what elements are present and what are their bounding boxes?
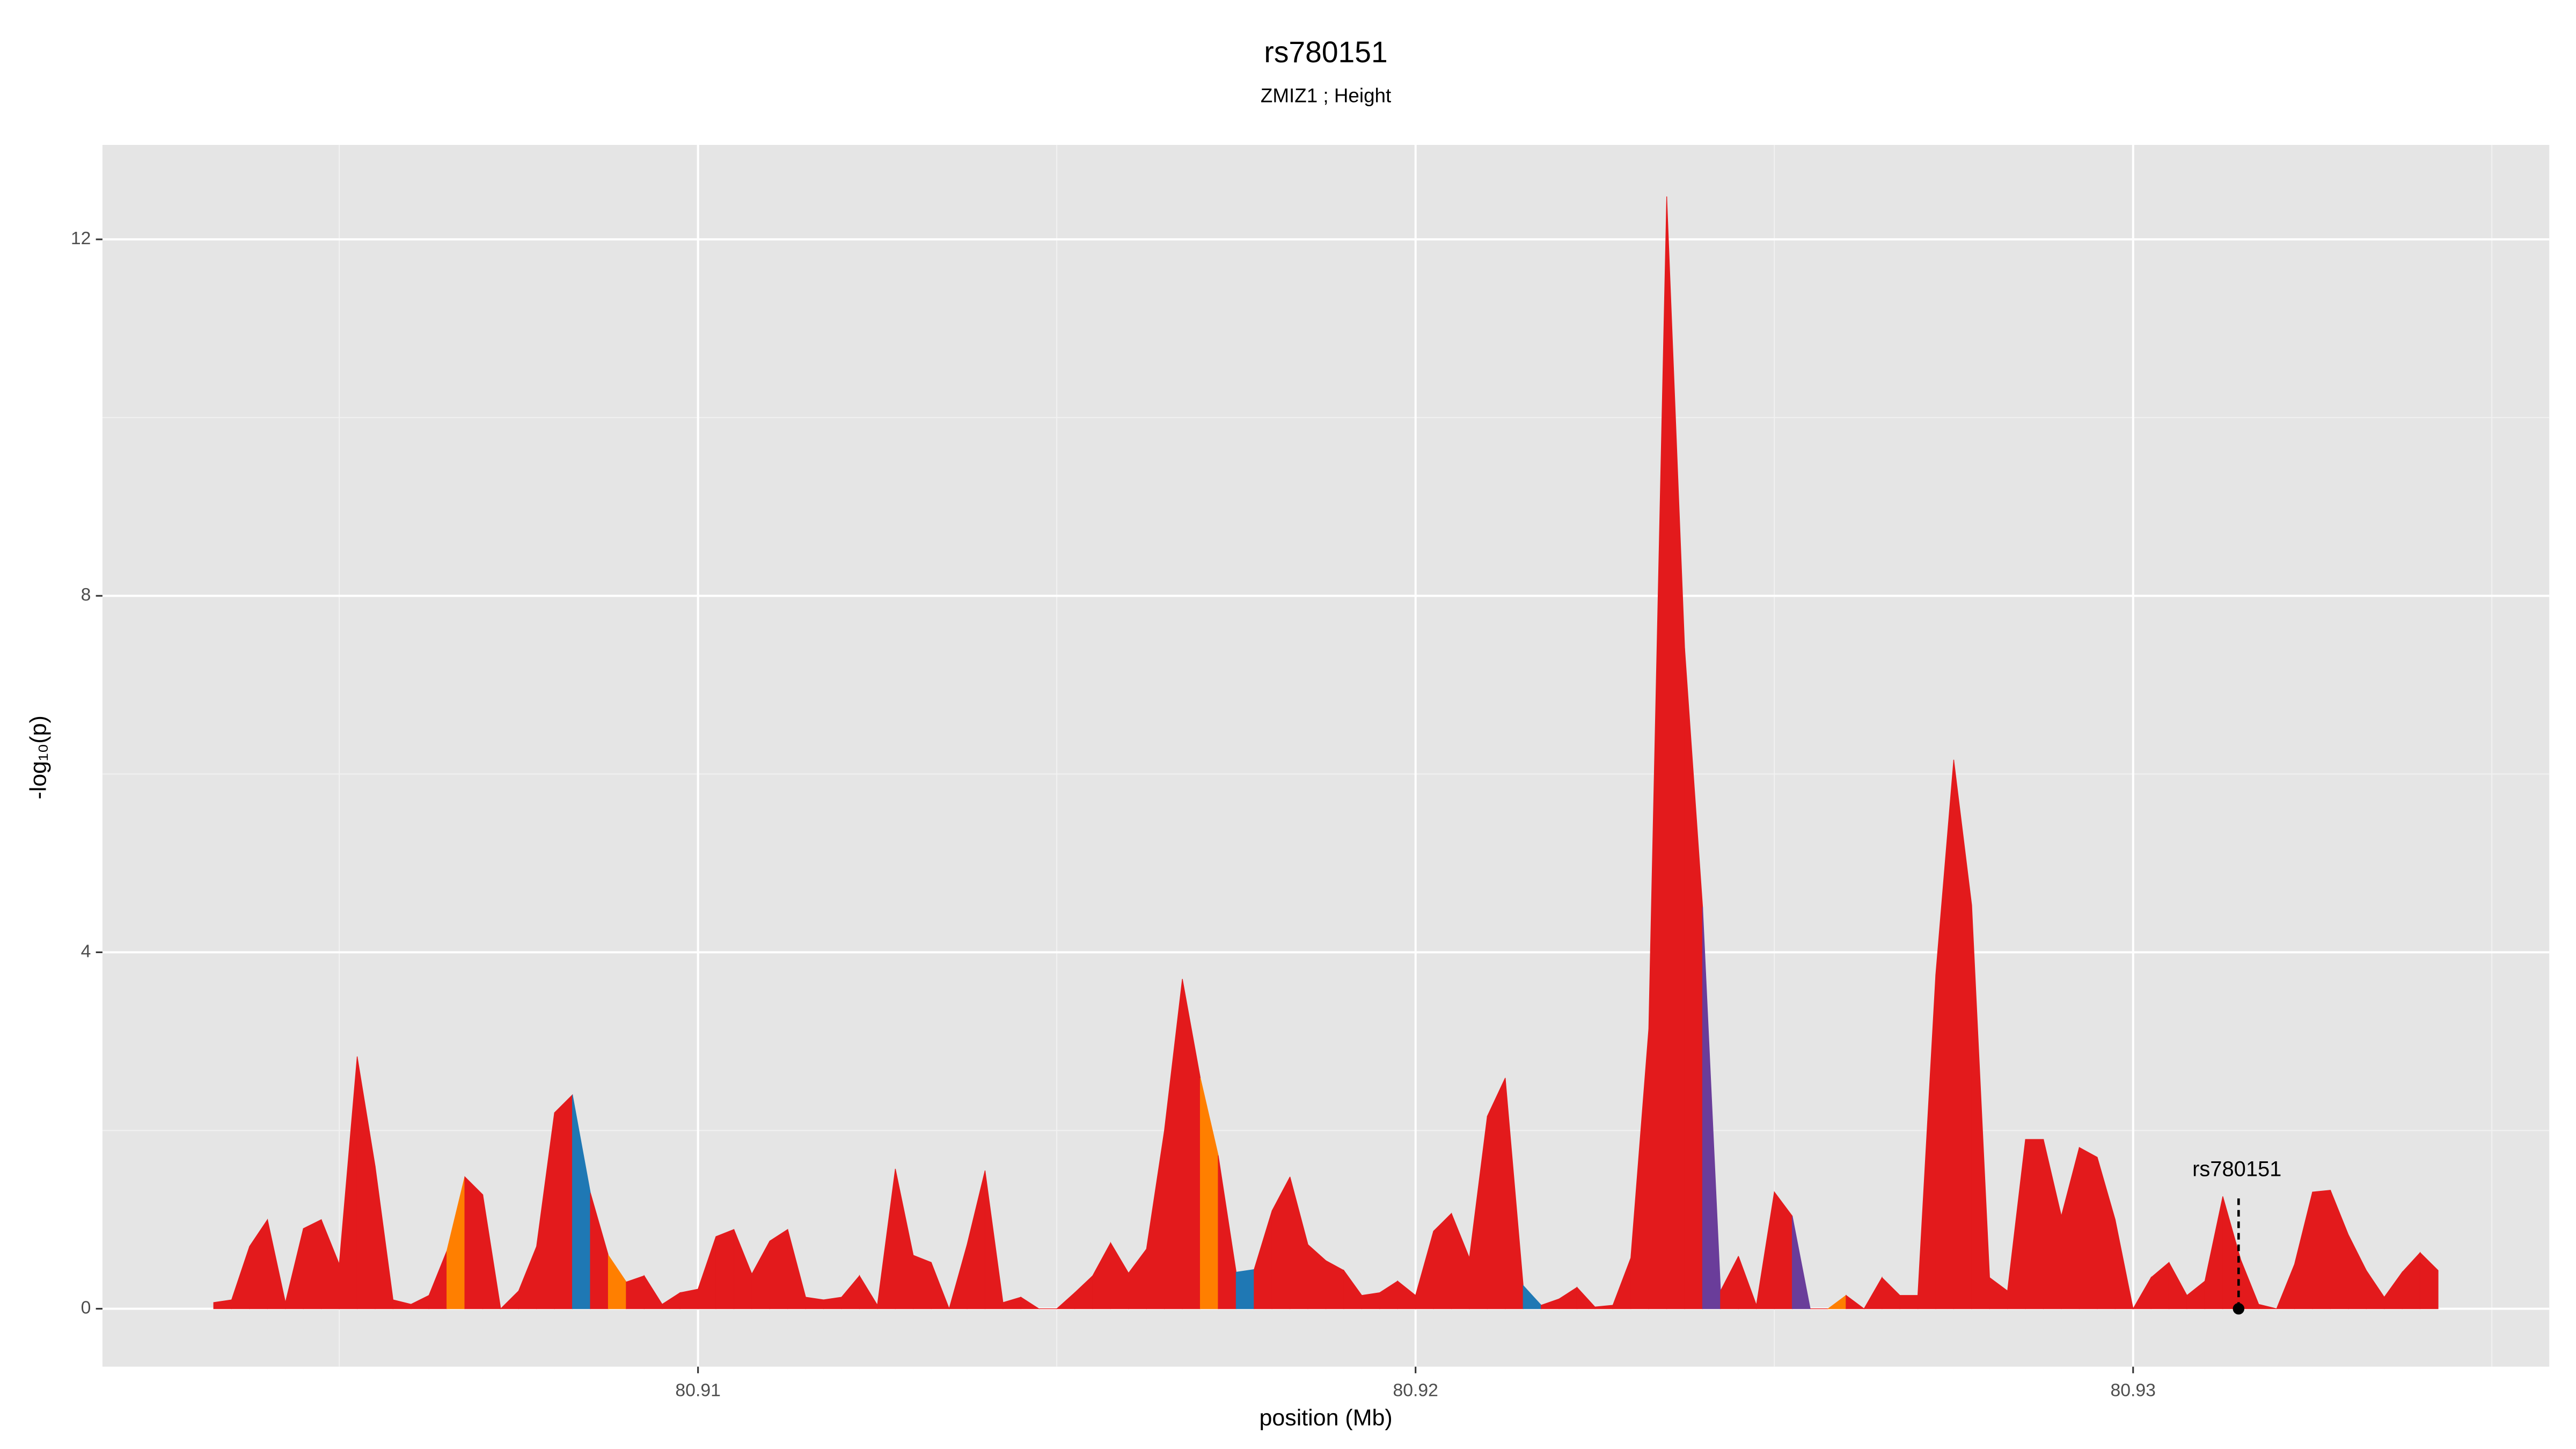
area-segment — [303, 1219, 322, 1309]
x-axis-label: position (Mb) — [1259, 1405, 1392, 1431]
area-segment — [931, 1262, 950, 1309]
area-segment — [1846, 1294, 1865, 1309]
area-segment — [2025, 1139, 2044, 1309]
area-segment — [1792, 1216, 1811, 1309]
area-segment — [1361, 1292, 1380, 1309]
y-tick-label: 8 — [81, 584, 91, 605]
area-segment — [1235, 1269, 1255, 1309]
panel — [102, 145, 2550, 1367]
area-segment — [554, 1094, 573, 1309]
annotation-point — [2233, 1302, 2245, 1315]
y-tick-label: 0 — [81, 1298, 91, 1318]
chart-subtitle: ZMIZ1 ; Height — [1261, 85, 1391, 107]
area-segment — [2258, 1304, 2277, 1309]
area-segment — [913, 1255, 932, 1309]
area-segment — [482, 1195, 501, 1309]
area-segment — [1487, 1078, 1506, 1309]
x-tick-label: 80.93 — [2111, 1380, 2156, 1401]
area-segment — [769, 1228, 788, 1309]
area-segment — [2079, 1147, 2098, 1309]
annotation-label: rs780151 — [2192, 1157, 2281, 1181]
area-segment — [2114, 1219, 2134, 1309]
area-segment — [2419, 1252, 2439, 1309]
area-segment — [2312, 1190, 2331, 1309]
area-segment — [464, 1176, 484, 1309]
area-segment — [1020, 1296, 1040, 1309]
area-segment — [1899, 1295, 1919, 1309]
x-tick-label: 80.92 — [1393, 1380, 1438, 1401]
y-axis-label: -log₁₀(p) — [26, 715, 52, 799]
area-segment — [679, 1289, 699, 1309]
chart-title: rs780151 — [1264, 35, 1387, 69]
x-tick-label: 80.91 — [675, 1380, 720, 1401]
y-tick-label: 12 — [71, 228, 91, 248]
y-tick-label: 4 — [81, 941, 91, 961]
area-segment — [715, 1228, 735, 1309]
